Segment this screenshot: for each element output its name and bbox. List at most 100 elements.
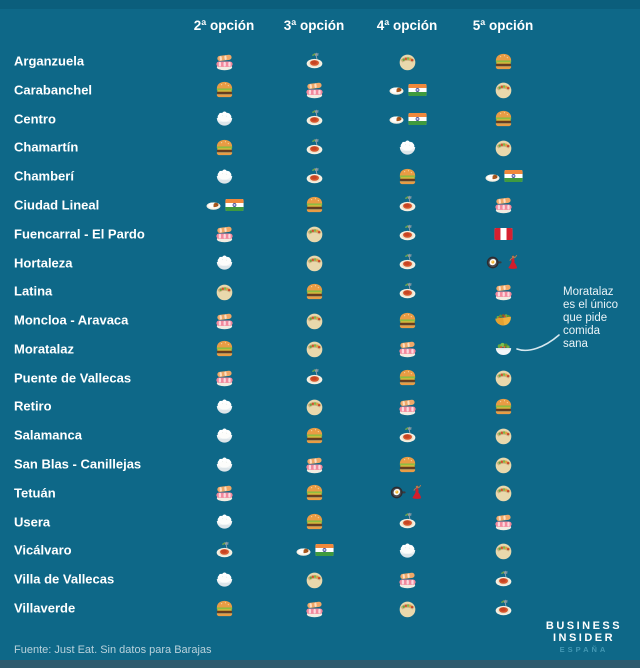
district-label: Fuencarral - El Pardo — [14, 226, 145, 242]
curry-icon — [296, 548, 310, 556]
option-cell — [372, 306, 442, 334]
flamenco-icon — [411, 485, 421, 500]
option-cell — [189, 594, 259, 622]
district-label: Tetuán — [14, 485, 56, 501]
table-row: Hortaleza — [0, 249, 640, 277]
burger-icon — [399, 456, 415, 472]
option-cell — [189, 479, 259, 507]
pita-icon — [495, 82, 511, 99]
rice-icon — [399, 543, 415, 558]
option-cell — [468, 335, 538, 363]
pita-icon — [306, 342, 322, 358]
district-label: Moratalaz — [14, 341, 74, 357]
logo-line-insider: INSIDER — [552, 632, 616, 644]
option-cell — [279, 364, 349, 392]
curry-icon — [389, 87, 403, 96]
spaghetti-icon — [399, 512, 415, 529]
option-cell — [372, 364, 442, 392]
sushi-icon — [215, 486, 233, 502]
pita-icon — [399, 54, 415, 70]
option-cell — [468, 249, 538, 277]
spaghetti-icon — [306, 52, 322, 68]
burger-icon — [399, 312, 415, 328]
table-row: Carabanchel — [0, 76, 640, 104]
egg-pan-icon — [390, 486, 406, 499]
rice-icon — [399, 140, 415, 155]
sushi-icon — [215, 54, 233, 70]
option-cell — [372, 536, 442, 564]
option-cell — [372, 508, 442, 536]
option-cell — [468, 76, 538, 104]
burger-icon — [306, 283, 322, 299]
option-cell — [279, 421, 349, 449]
burger-icon — [306, 197, 322, 213]
curry-icon — [485, 173, 499, 182]
top-strip — [0, 0, 640, 9]
egg-pan-icon — [486, 256, 502, 269]
burger-icon — [216, 139, 232, 155]
option-cell — [468, 364, 538, 392]
burger-icon — [306, 513, 322, 530]
option-cell — [279, 335, 349, 363]
rice-icon — [216, 428, 232, 443]
option-cell — [468, 133, 538, 161]
option-cell — [468, 306, 538, 334]
option-cell — [189, 508, 259, 536]
table-row: Salamanca — [0, 421, 640, 449]
flag-india-icon — [407, 83, 427, 96]
district-label: Chamartín — [14, 139, 79, 155]
table-row: San Blas - Canillejas — [0, 450, 640, 478]
spaghetti-icon — [495, 570, 511, 586]
option-cell — [279, 306, 349, 334]
pita-icon — [495, 428, 511, 445]
burger-icon — [306, 427, 322, 443]
column-header-4: 4ª opción — [376, 18, 438, 33]
spaghetti-icon — [399, 224, 415, 241]
option-cell — [468, 105, 538, 133]
rice-icon — [216, 255, 232, 270]
spaghetti-icon — [306, 109, 322, 126]
option-cell — [468, 536, 538, 564]
flag-india-icon — [407, 112, 427, 125]
option-cell — [279, 536, 349, 564]
rice-icon — [216, 399, 232, 414]
option-cell — [279, 47, 349, 75]
option-cell — [189, 364, 259, 392]
spaghetti-icon — [306, 138, 322, 155]
table-row: Arganzuela — [0, 47, 640, 75]
sushi-icon — [398, 342, 416, 358]
option-cell — [189, 220, 259, 248]
table-row: Ciudad Lineal — [0, 191, 640, 219]
rice-icon — [216, 514, 232, 529]
table-row: Fuencarral - El Pardo — [0, 220, 640, 248]
pita-icon — [306, 313, 322, 329]
option-cell — [189, 191, 259, 219]
spaghetti-icon — [399, 253, 415, 270]
sushi-icon — [305, 457, 323, 473]
option-cell — [372, 421, 442, 449]
option-cell — [372, 47, 442, 75]
option-cell — [279, 594, 349, 622]
option-cell — [468, 479, 538, 507]
option-cell — [279, 105, 349, 133]
sushi-icon — [215, 226, 233, 243]
flag-india-icon — [503, 170, 523, 183]
table-row: Puente de Vallecas — [0, 364, 640, 392]
option-cell — [468, 508, 538, 536]
pita-icon — [495, 140, 511, 157]
spaghetti-icon — [306, 167, 322, 183]
option-cell — [279, 392, 349, 420]
option-cell — [279, 277, 349, 305]
table-row: Usera — [0, 508, 640, 536]
option-cell — [279, 479, 349, 507]
pita-icon — [495, 370, 511, 387]
table-row: Chamartín — [0, 133, 640, 161]
table-row: Villaverde — [0, 594, 640, 622]
pita-icon — [306, 226, 322, 243]
source-note: Fuente: Just Eat. Sin datos para Barajas — [14, 644, 212, 656]
option-cell — [189, 306, 259, 334]
sushi-icon — [398, 572, 416, 589]
option-cell — [279, 508, 349, 536]
option-cell — [372, 133, 442, 161]
burger-icon — [216, 82, 232, 98]
